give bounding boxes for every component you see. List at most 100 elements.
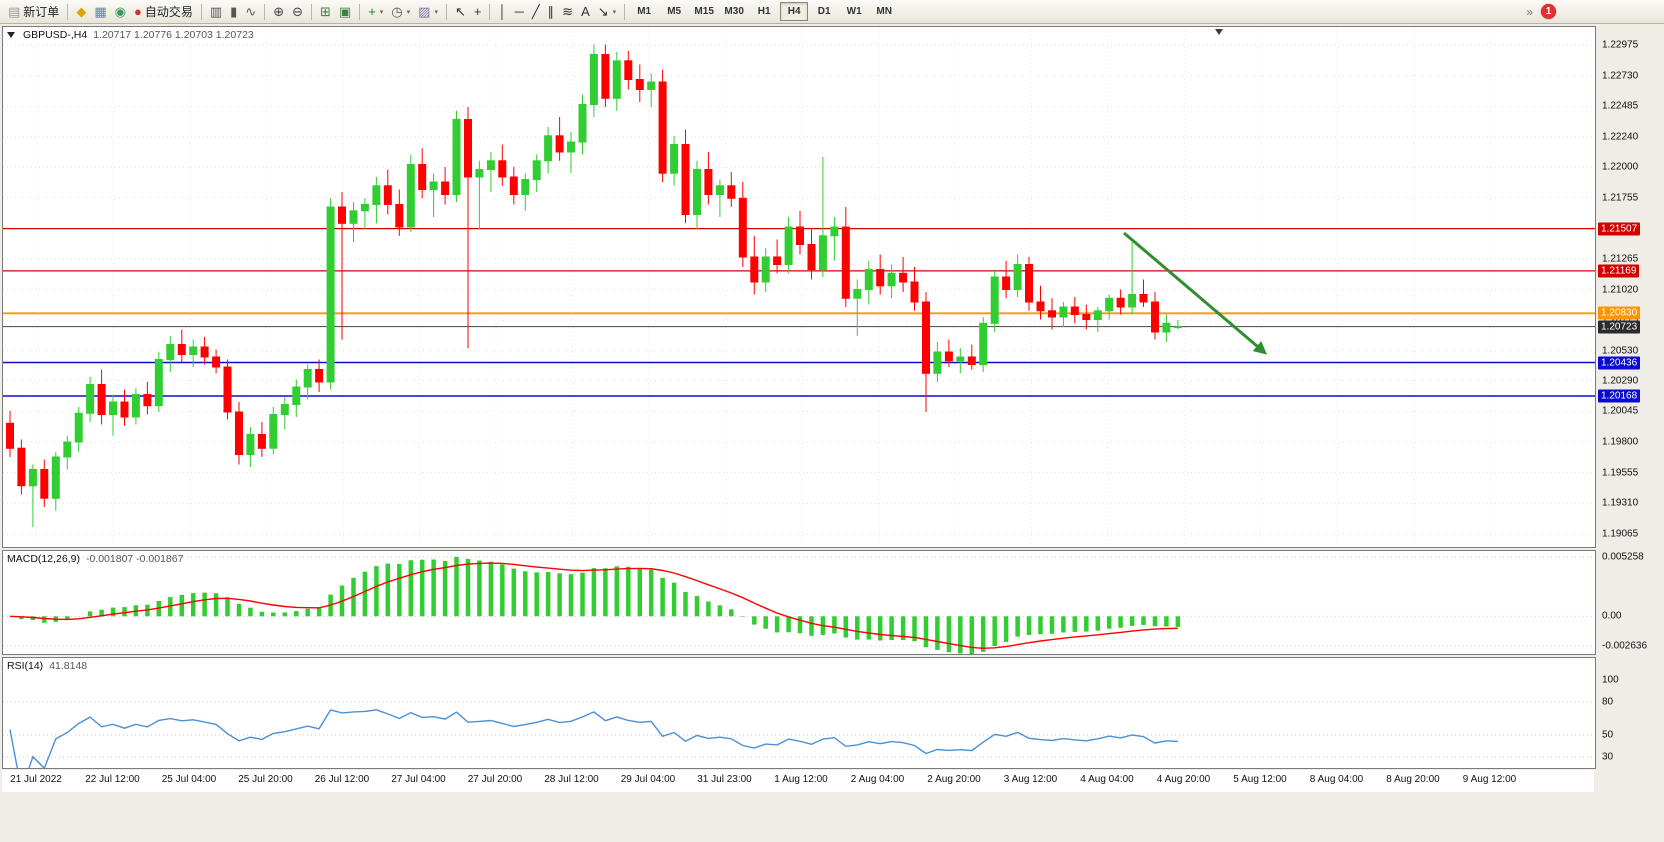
macd-indicator-pane[interactable]: MACD(12,26,9) -0.001807 -0.001867	[2, 550, 1596, 655]
autotrading-button[interactable]: ● 自动交易	[130, 1, 197, 23]
macd-label: MACD(12,26,9)	[7, 553, 80, 565]
time-axis-label: 3 Aug 12:00	[1003, 774, 1058, 785]
new-order-icon: ▤	[8, 4, 21, 19]
macd-axis-label: 0.00	[1602, 610, 1622, 622]
bar-chart-icon: ▥	[209, 4, 223, 19]
new-order-button-label: 新订单	[23, 5, 60, 19]
fibonacci-icon: ≋	[562, 4, 574, 19]
macd-axis-label: 0.005258	[1602, 551, 1644, 563]
trend-arrow-annotation	[1123, 231, 1268, 355]
time-axis-label: 29 Jul 04:00	[620, 774, 676, 785]
macd-values: -0.001807 -0.001867	[85, 553, 184, 565]
trendline-button[interactable]: ╱	[528, 1, 544, 23]
timeframe-h1-button[interactable]: H1	[757, 6, 771, 17]
price-axis-label: 1.19310	[1602, 497, 1639, 509]
time-axis-label: 28 Jul 12:00	[544, 774, 599, 785]
horizontal-line-button[interactable]: ─	[511, 1, 528, 23]
time-axis[interactable]: 21 Jul 2022 22 Jul 12:00 25 Jul 04:00 25 Ju…	[2, 770, 1594, 792]
metaeditor-button[interactable]: ◆	[72, 1, 90, 23]
timeframe-d1-button[interactable]: D1	[817, 6, 831, 17]
timeframe-mn-button[interactable]: MN	[876, 6, 892, 17]
window-layout-button[interactable]: ▣	[335, 1, 355, 23]
rsi-axis-label: 50	[1602, 729, 1614, 741]
price-axis-label: 1.21755	[1602, 192, 1639, 204]
price-tag: 1.20436	[1598, 356, 1641, 369]
toolbar-separator	[445, 3, 447, 20]
toolbar-separator	[359, 3, 361, 20]
rsi-axis-label: 80	[1602, 696, 1614, 708]
notification-badge[interactable]: 1	[1541, 4, 1556, 19]
bar-chart-button[interactable]: ▥	[206, 1, 226, 23]
timeframe-toolbar: M1 M5 M15 M30 H1 H4 D1 W1 MN	[629, 2, 899, 21]
price-axis[interactable]: 1.22975 1.22730 1.22485 1.22240 1.22000 1.217…	[1597, 24, 1664, 794]
arrows-button[interactable]: ↘ ▾	[594, 1, 620, 23]
zoom-out-button[interactable]: ⊖	[288, 1, 307, 23]
time-axis-label: 27 Jul 04:00	[391, 774, 446, 785]
time-axis-label: 4 Aug 04:00	[1080, 774, 1134, 785]
horizontal-line-icon: ─	[514, 4, 524, 19]
timeframe-m1-button[interactable]: M1	[637, 6, 652, 17]
price-tag: 1.20723	[1598, 320, 1641, 334]
chart-shift-marker-icon[interactable]	[1215, 29, 1223, 35]
rsi-value: 41.8148	[49, 660, 88, 672]
time-axis-label: 2 Aug 20:00	[927, 774, 981, 785]
tile-windows-button[interactable]: ⊞	[316, 1, 335, 23]
ohlc-quote-label: 1.20717 1.20776 1.20703 1.20723	[93, 29, 254, 41]
cursor-button[interactable]: ↖	[451, 1, 470, 23]
timeframe-h4-button[interactable]: H4	[780, 2, 809, 21]
indicators-button[interactable]: + ▾	[364, 1, 387, 23]
window-layout-icon: ▣	[338, 4, 352, 19]
market-watch-icon: ▦	[94, 4, 107, 19]
candlestick-chart-button[interactable]: ▮	[226, 1, 241, 23]
time-axis-label: 22 Jul 12:00	[85, 774, 140, 785]
rsi-canvas	[3, 701, 1595, 768]
channel-button[interactable]: ∥	[544, 1, 559, 23]
one-click-trading-arrow-icon[interactable]	[7, 32, 15, 38]
toolbar-separator	[67, 3, 69, 20]
chart-window: GBPUSD-,H4 1.20717 1.20776 1.20703 1.207…	[0, 24, 1664, 842]
cursor-icon: ↖	[454, 4, 466, 19]
strategy-tester-button[interactable]: ◉	[111, 1, 130, 23]
market-watch-button[interactable]: ▦	[90, 1, 110, 23]
fibonacci-button[interactable]: ≋	[558, 1, 577, 23]
vertical-line-icon: │	[498, 4, 507, 19]
price-chart-pane[interactable]: GBPUSD-,H4 1.20717 1.20776 1.20703 1.207…	[2, 26, 1596, 548]
metaeditor-icon: ◆	[76, 4, 87, 19]
time-axis-label: 21 Jul 2022	[10, 774, 62, 785]
time-axis-label: 26 Jul 12:00	[314, 774, 370, 785]
symbol-period-label: GBPUSD-,H4	[23, 29, 88, 41]
rsi-axis-label: 100	[1602, 674, 1619, 686]
price-axis-label: 1.19555	[1602, 467, 1639, 479]
autotrading-icon: ●	[133, 4, 142, 19]
zoom-in-button[interactable]: ⊕	[269, 1, 288, 23]
trendline-icon: ╱	[531, 4, 540, 19]
templates-button[interactable]: ▨ ▾	[414, 1, 442, 23]
time-axis-label: 1 Aug 12:00	[774, 774, 828, 785]
timeframe-m30-button[interactable]: M30	[724, 6, 744, 17]
price-axis-label: 1.20045	[1602, 405, 1639, 417]
price-axis-label: 1.20290	[1602, 375, 1639, 387]
chart-title: GBPUSD-,H4 1.20717 1.20776 1.20703 1.207…	[7, 29, 254, 41]
text-icon: A	[581, 4, 590, 19]
autotrading-button-label: 自动交易	[144, 5, 193, 19]
vertical-line-button[interactable]: │	[494, 1, 510, 23]
crosshair-button[interactable]: +	[470, 1, 486, 23]
channel-icon: ∥	[547, 4, 555, 19]
macd-header: MACD(12,26,9) -0.001807 -0.001867	[7, 553, 183, 565]
periodicity-button[interactable]: ◷ ▾	[387, 1, 414, 23]
rsi-indicator-pane[interactable]: RSI(14) 41.8148	[2, 657, 1596, 769]
toolbar-separator	[264, 3, 266, 20]
timeframe-w1-button[interactable]: W1	[846, 6, 862, 17]
rsi-label: RSI(14)	[7, 660, 44, 672]
price-tag: 1.20830	[1598, 306, 1641, 320]
price-axis-label: 1.20530	[1602, 345, 1639, 357]
macd-canvas	[3, 556, 1595, 654]
timeframe-m15-button[interactable]: M15	[694, 6, 714, 17]
text-button[interactable]: A	[577, 1, 594, 23]
timeframe-m5-button[interactable]: M5	[667, 6, 682, 17]
line-chart-button[interactable]: ∿	[241, 1, 260, 23]
templates-icon: ▨	[418, 4, 431, 19]
zoom-in-icon: ⊕	[273, 4, 285, 19]
toolbar-overflow-chevron[interactable]: »	[1526, 4, 1533, 19]
new-order-button[interactable]: ▤ 新订单	[4, 1, 63, 23]
